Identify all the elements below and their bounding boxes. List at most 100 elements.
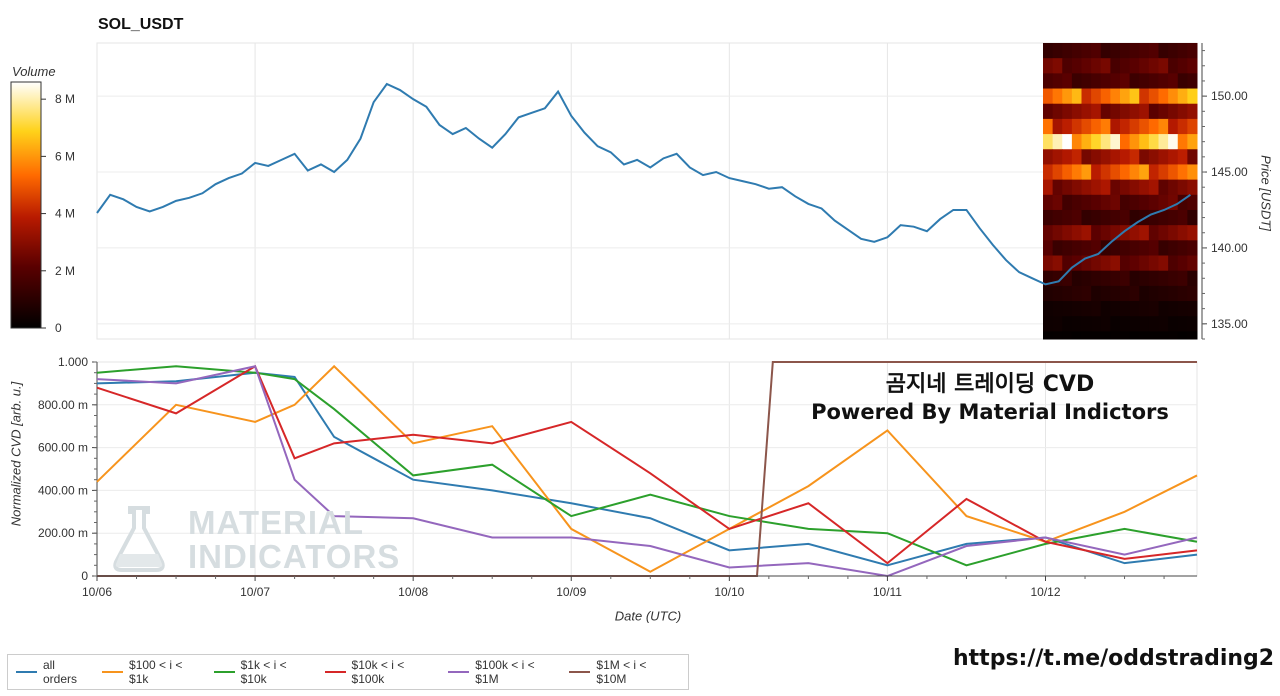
legend-item[interactable]: $100 < i < $1k [102, 658, 202, 686]
heatmap-cell [1062, 88, 1073, 105]
heatmap-cell [1129, 285, 1140, 302]
heatmap-cell [1158, 103, 1169, 120]
annotation-title: 곰지네 트레이딩 CVD [885, 372, 1095, 397]
heatmap-cell [1052, 58, 1063, 74]
heatmap-cell [1052, 285, 1063, 302]
heatmap-cell [1120, 103, 1131, 120]
heatmap-cell [1120, 240, 1131, 257]
heatmap-cell [1062, 209, 1073, 226]
heatmap-cell [1148, 103, 1159, 120]
heatmap-cell [1139, 225, 1150, 241]
heatmap-cell [1052, 118, 1063, 135]
heatmap-cell [1120, 225, 1131, 241]
heatmap-cell [1129, 43, 1140, 59]
heatmap-cell [1091, 118, 1102, 135]
heatmap-cell [1120, 164, 1131, 181]
heatmap-cell [1168, 118, 1179, 135]
heatmap-cell [1091, 134, 1102, 150]
heatmap-cell [1139, 149, 1150, 165]
heatmap-cell [1081, 255, 1092, 272]
heatmap-cell [1081, 316, 1092, 332]
heatmap-cell [1148, 134, 1159, 150]
legend-swatch [569, 671, 591, 673]
legend-item[interactable]: all orders [16, 658, 90, 686]
heatmap-cell [1187, 194, 1198, 211]
heatmap-cell [1120, 149, 1131, 165]
heatmap-cell [1110, 58, 1121, 74]
heatmap-cell [1139, 285, 1150, 302]
heatmap-cell [1168, 209, 1179, 226]
legend[interactable]: all orders $100 < i < $1k $1k < i < $10k $1… [7, 654, 689, 690]
heatmap-cell [1148, 270, 1159, 287]
heatmap-cell [1110, 134, 1121, 150]
heatmap-cell [1129, 331, 1140, 340]
heatmap-cell [1158, 240, 1169, 257]
watermark: MATERIAL INDICATORS [188, 506, 400, 574]
heatmap-cell [1158, 88, 1169, 105]
heatmap-cell [1043, 301, 1054, 317]
heatmap-cell [1129, 73, 1140, 90]
heatmap-cell [1062, 103, 1073, 120]
heatmap-cell [1177, 240, 1188, 257]
heatmap-cell [1062, 118, 1073, 135]
cvd-tick-label: 400.00 m [38, 483, 88, 497]
heatmap-cell [1187, 209, 1198, 226]
annotation-subtitle: Powered By Material Indictors [811, 400, 1169, 424]
heatmap-cell [1120, 301, 1131, 317]
heatmap-cell [1139, 134, 1150, 150]
heatmap-cell [1052, 179, 1063, 196]
heatmap-cell [1081, 301, 1092, 317]
heatmap-cell [1177, 209, 1188, 226]
heatmap-cell [1120, 179, 1131, 196]
heatmap-cell [1091, 316, 1102, 332]
telegram-link[interactable]: https://t.me/oddstrading2 [953, 646, 1275, 671]
heatmap-cell [1139, 164, 1150, 181]
heatmap-cell [1062, 331, 1073, 340]
cvd-tick-label: 0 [81, 569, 88, 583]
heatmap-cell [1129, 88, 1140, 105]
heatmap-cell [1177, 118, 1188, 135]
legend-item[interactable]: $100k < i < $1M [448, 658, 557, 686]
cvd-tick-label: 1.000 [58, 355, 88, 369]
heatmap-cell [1148, 118, 1159, 135]
legend-item[interactable]: $1k < i < $10k [213, 658, 313, 686]
heatmap-cell [1129, 164, 1140, 181]
legend-swatch [102, 671, 124, 673]
heatmap-cell [1062, 164, 1073, 181]
heatmap-cell [1120, 134, 1131, 150]
heatmap-cell [1062, 43, 1073, 59]
heatmap-cell [1071, 225, 1082, 241]
heatmap-cell [1110, 255, 1121, 272]
heatmap-cell [1177, 255, 1188, 272]
colorbar-label: Volume [12, 64, 56, 79]
heatmap-cell [1187, 118, 1198, 135]
heatmap-cell [1120, 270, 1131, 287]
heatmap-cell [1110, 149, 1121, 165]
heatmap-cell [1168, 179, 1179, 196]
heatmap-cell [1052, 103, 1063, 120]
heatmap-cell [1148, 43, 1159, 59]
price-line [96, 82, 1191, 286]
heatmap-cell [1158, 118, 1169, 135]
heatmap-cell [1062, 58, 1073, 74]
heatmap-cell [1158, 285, 1169, 302]
heatmap-cell [1168, 149, 1179, 165]
heatmap-cell [1158, 73, 1169, 90]
heatmap-cell [1110, 43, 1121, 59]
heatmap-cell [1091, 255, 1102, 272]
heatmap-cell [1081, 134, 1092, 150]
heatmap-cell [1081, 179, 1092, 196]
heatmap-cell [1158, 270, 1169, 287]
heatmap-cell [1148, 225, 1159, 241]
heatmap-cell [1100, 73, 1111, 90]
heatmap-cell [1139, 43, 1150, 59]
heatmap-cell [1052, 209, 1063, 226]
heatmap-cell [1158, 331, 1169, 340]
heatmap-cell [1120, 58, 1131, 74]
legend-item[interactable]: $10k < i < $100k [324, 658, 437, 686]
heatmap-cell [1052, 331, 1063, 340]
heatmap-cell [1052, 164, 1063, 181]
heatmap-cell [1120, 194, 1131, 211]
legend-item[interactable]: $1M < i < $10M [569, 658, 676, 686]
